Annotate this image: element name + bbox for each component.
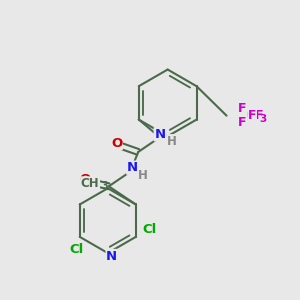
Text: CF: CF [245,109,264,122]
Text: H: H [167,135,176,148]
Text: O: O [80,173,91,186]
Text: Cl: Cl [142,223,157,236]
Text: O: O [111,136,122,150]
Text: N: N [154,128,165,141]
Text: F: F [248,109,256,122]
Text: N: N [106,250,117,262]
Text: N: N [127,161,138,174]
Text: 3: 3 [101,181,108,191]
Text: H: H [138,169,148,182]
Text: CH: CH [81,177,99,190]
Text: F: F [238,116,247,129]
Text: 3: 3 [259,114,266,124]
Text: F: F [238,102,247,115]
Text: Cl: Cl [70,243,84,256]
